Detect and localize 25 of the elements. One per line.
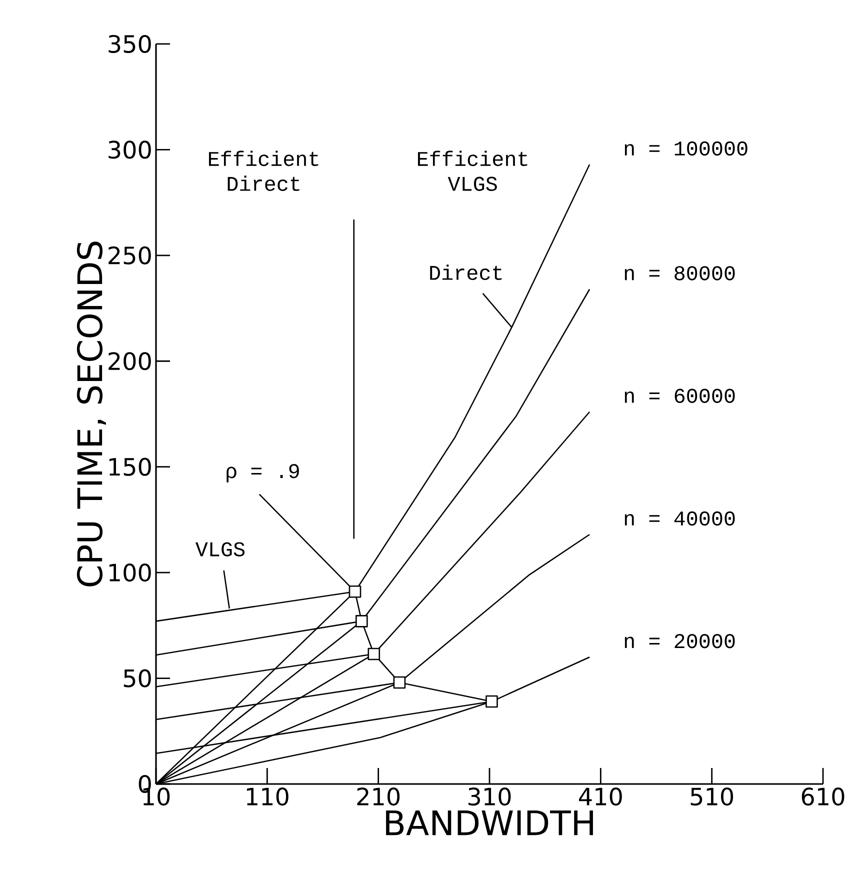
series-label: n = 100000 [624,141,748,156]
y-tick-label: 100 [109,564,151,582]
x-axis-title: BANDWIDTH [386,810,593,836]
y-tick-label: 50 [124,669,151,688]
y-tick-label: 350 [108,34,151,54]
y-tick-label: 200 [108,352,151,370]
x-tick-label: 210 [357,788,400,806]
x-tick-label: 410 [579,788,622,806]
x-tick-label: 310 [468,788,511,806]
x-tick-label: 110 [246,788,288,806]
series-label: n = 40000 [624,511,735,526]
y-tick-label: 250 [108,246,151,264]
annotation: Efficient Direct [208,150,318,191]
annotation: Efficient VLGS [418,150,528,191]
series-label: n = 20000 [624,634,735,648]
series-label: n = 60000 [624,388,735,403]
series-label: n = 80000 [624,266,735,280]
annotation: Direct [430,264,502,280]
y-tick-label: 300 [108,140,151,159]
annotation: ρ = .9 [226,464,299,482]
x-tick-label: 510 [690,788,734,806]
x-tick-label: 610 [802,788,844,806]
y-tick-label: 150 [109,458,151,476]
annotation: VLGS [195,542,245,556]
y-axis-title: CPU TIME, SECONDS [76,242,106,586]
